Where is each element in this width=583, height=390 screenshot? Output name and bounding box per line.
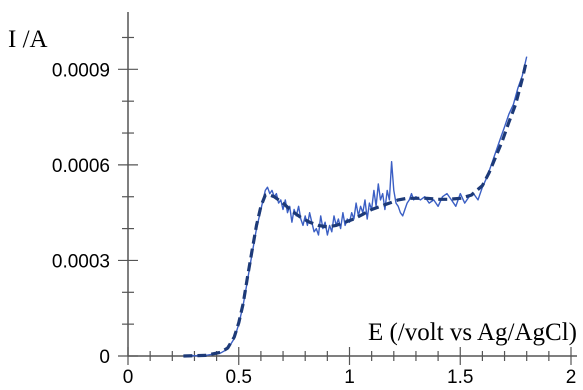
x-tick-label: 1.5 — [447, 367, 473, 385]
y-axis-label: I /A — [8, 26, 48, 53]
x-tick-label: 2 — [566, 367, 577, 385]
y-tick-label: 0.0006 — [52, 156, 110, 177]
x-tick-label: 1 — [344, 367, 355, 385]
y-tick-label: 0.0003 — [52, 251, 110, 272]
y-tick-label: 0 — [99, 347, 110, 368]
x-tick-label: 0.5 — [226, 367, 252, 385]
x-tick-label: 0 — [123, 367, 134, 385]
x-axis-label: E (/volt vs Ag/AgCl) — [368, 319, 577, 346]
series-line-dashed — [183, 59, 529, 358]
series-line-solid — [183, 56, 528, 357]
y-tick-label: 0.0009 — [52, 60, 110, 81]
axes: 0 0.0003 0.0006 0.0009 0 0.5 1 1.5 2 — [52, 12, 577, 388]
plot-area — [183, 56, 529, 358]
